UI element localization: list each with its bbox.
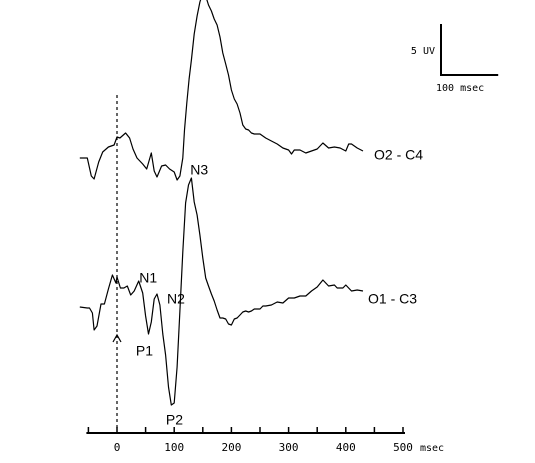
traces xyxy=(79,0,364,406)
x-tick-label: 200 xyxy=(221,441,241,454)
peak-label-n2: N2 xyxy=(167,291,185,307)
peak-labels: N1 P1 N2 P2 N3 xyxy=(136,162,208,428)
channel-labels: O2 - C4 O1 - C3 xyxy=(368,147,423,307)
scale-bar: 5 UV 100 msec xyxy=(411,24,499,94)
scale-bar-lines xyxy=(440,24,499,76)
x-tick-label: 500 xyxy=(393,441,413,454)
x-tick-label: 100 xyxy=(164,441,184,454)
scale-time-label: 100 msec xyxy=(436,83,484,94)
x-axis: 0 100 200 300 400 500 msec xyxy=(86,427,444,454)
channel-label-o1-c3: O1 - C3 xyxy=(368,291,417,307)
series-line-o1-c3 xyxy=(79,177,364,406)
scale-amplitude-label: 5 UV xyxy=(411,46,435,57)
peak-label-p1: P1 xyxy=(136,343,153,359)
stimulus-marker xyxy=(112,95,122,428)
x-tick-label: 0 xyxy=(114,441,121,454)
stimulus-arrow-icon xyxy=(112,333,122,343)
peak-label-n3: N3 xyxy=(190,162,208,178)
series-line-o2-c4 xyxy=(79,0,364,181)
channel-label-o2-c4: O2 - C4 xyxy=(374,147,423,163)
peak-label-p2: P2 xyxy=(166,412,183,428)
x-tick-label: 400 xyxy=(336,441,356,454)
peak-label-n1: N1 xyxy=(139,270,157,286)
x-axis-unit-label: msec xyxy=(420,443,444,454)
x-tick-label: 300 xyxy=(279,441,299,454)
